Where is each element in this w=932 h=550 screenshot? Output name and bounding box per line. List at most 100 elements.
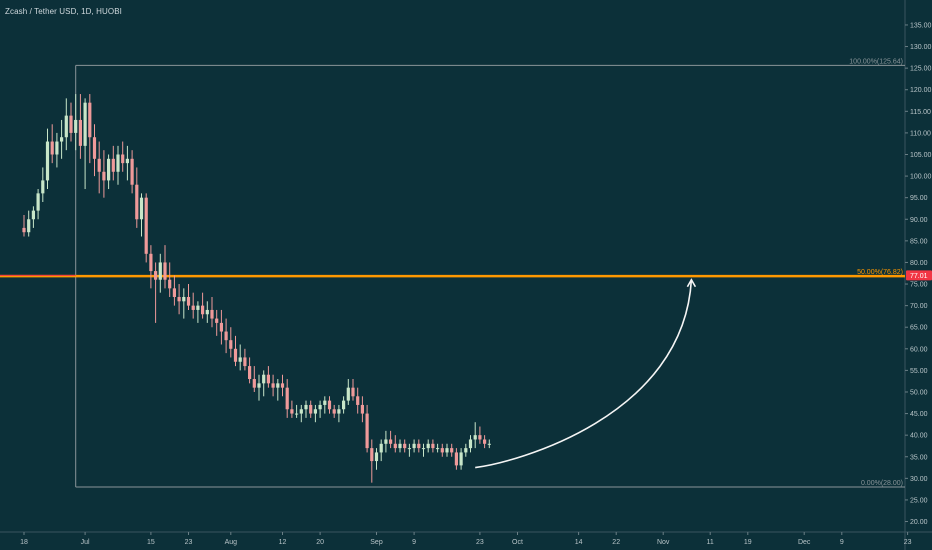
candle-body — [271, 383, 275, 388]
candle-body — [346, 387, 350, 401]
y-tick-label: 135.00 — [910, 22, 932, 29]
candle-body — [149, 253, 153, 272]
y-tick-label: 60.00 — [910, 346, 928, 353]
x-tick-label: 15 — [147, 539, 155, 546]
candle-body — [102, 171, 106, 181]
candle-body — [464, 448, 468, 453]
y-tick-label: 70.00 — [910, 303, 928, 310]
candle-body — [337, 409, 341, 414]
y-tick-label: 105.00 — [910, 152, 932, 159]
fib-level-label: 50.00%(76.82) — [857, 269, 903, 276]
x-tick-label: 11 — [707, 539, 714, 546]
x-tick-label: Nov — [657, 539, 670, 546]
candle-body — [88, 102, 92, 138]
fib-level-label: 0.00%(28.00) — [861, 480, 903, 487]
candle-body — [31, 210, 35, 220]
candle-body — [45, 141, 50, 181]
candle-body — [262, 374, 266, 384]
candle-body — [238, 357, 242, 362]
candle-body — [454, 452, 458, 466]
candle-body — [69, 115, 73, 133]
candle-body — [426, 443, 430, 449]
y-tick-label: 130.00 — [910, 44, 932, 51]
candle-body — [365, 413, 369, 449]
x-tick-label: 9 — [412, 539, 416, 546]
candle-body — [374, 452, 379, 462]
y-tick-label: 30.00 — [910, 476, 928, 483]
candle-body — [280, 383, 285, 388]
y-tick-label: 90.00 — [910, 217, 928, 224]
candle-body — [168, 279, 172, 289]
candle-body — [483, 439, 487, 444]
x-tick-label: 23 — [904, 539, 912, 546]
candle-body — [327, 400, 332, 410]
x-tick-label: Sep — [370, 539, 383, 546]
candle-body — [107, 158, 111, 181]
candle-body — [50, 141, 54, 155]
candle-body — [356, 396, 360, 405]
candle-body — [172, 288, 176, 297]
candle-body — [78, 119, 82, 146]
candle-body — [36, 193, 40, 211]
candle-body — [74, 119, 78, 133]
candle-body — [224, 331, 228, 341]
candle-body — [229, 340, 233, 349]
y-tick-label: 125.00 — [910, 66, 932, 73]
candle-body — [403, 443, 407, 449]
candle-body — [276, 383, 280, 388]
candle-body — [421, 448, 426, 450]
y-tick-label: 35.00 — [910, 454, 928, 461]
x-tick-label: Aug — [225, 539, 238, 546]
candle-body — [210, 309, 214, 319]
candle-body — [135, 184, 139, 220]
x-tick-label: 22 — [612, 539, 620, 546]
candle-body — [487, 443, 491, 445]
candle-body — [154, 271, 158, 280]
candle-body — [257, 383, 261, 388]
candle-body — [398, 443, 402, 449]
y-tick-label: 85.00 — [910, 238, 928, 245]
candle-body — [205, 309, 209, 315]
candle-body — [304, 404, 308, 410]
candle-body — [191, 305, 195, 310]
price-badge — [906, 270, 932, 281]
candle-body — [323, 400, 327, 405]
candle-body — [139, 197, 144, 220]
candle-body — [342, 400, 346, 410]
price-badge-label: 77.01 — [910, 273, 928, 280]
candle-body — [431, 443, 435, 449]
candle-body — [436, 448, 440, 450]
x-tick-label: 23 — [185, 539, 193, 546]
candle-body — [64, 115, 68, 138]
candle-body — [201, 305, 205, 315]
candle-body — [417, 443, 421, 449]
candle-body — [252, 379, 256, 388]
candle-body — [60, 137, 64, 142]
candle-body — [41, 180, 45, 194]
candle-body — [219, 322, 223, 332]
y-tick-label: 110.00 — [910, 130, 931, 137]
candle-body — [97, 158, 101, 172]
candle-body — [318, 404, 322, 410]
candle-body — [468, 439, 473, 449]
candle-body — [186, 296, 191, 306]
candle-body — [125, 158, 129, 164]
x-tick-label: 12 — [279, 539, 287, 546]
candle-body — [163, 262, 167, 280]
y-tick-label: 120.00 — [910, 87, 932, 94]
projection-arrow — [475, 279, 693, 469]
candle-body — [313, 409, 317, 414]
candle-body — [389, 439, 393, 444]
y-tick-label: 20.00 — [910, 519, 928, 526]
candle-body — [266, 374, 270, 384]
candle-body — [27, 219, 31, 233]
x-tick-label: Dec — [798, 539, 811, 546]
candle-body — [22, 227, 26, 233]
candle-body — [92, 137, 97, 159]
y-tick-label: 40.00 — [910, 433, 928, 440]
y-tick-label: 50.00 — [910, 389, 928, 396]
y-tick-label: 45.00 — [910, 411, 928, 418]
candle-body — [407, 448, 411, 450]
